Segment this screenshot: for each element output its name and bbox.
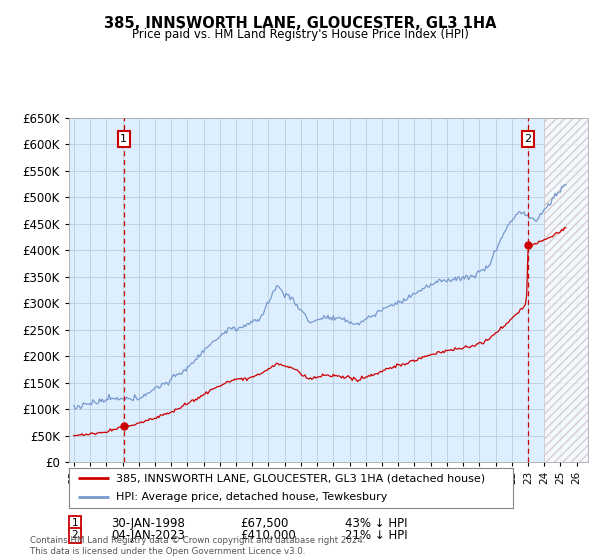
- Text: Price paid vs. HM Land Registry's House Price Index (HPI): Price paid vs. HM Land Registry's House …: [131, 28, 469, 41]
- Text: Contains HM Land Registry data © Crown copyright and database right 2024.
This d: Contains HM Land Registry data © Crown c…: [30, 536, 365, 556]
- Text: 1: 1: [121, 134, 127, 144]
- Text: 385, INNSWORTH LANE, GLOUCESTER, GL3 1HA: 385, INNSWORTH LANE, GLOUCESTER, GL3 1HA: [104, 16, 496, 31]
- Text: 2: 2: [71, 530, 79, 540]
- Text: 2: 2: [524, 134, 532, 144]
- Text: HPI: Average price, detached house, Tewkesbury: HPI: Average price, detached house, Tewk…: [116, 492, 387, 502]
- Text: 21% ↓ HPI: 21% ↓ HPI: [345, 529, 407, 542]
- Text: £67,500: £67,500: [240, 516, 289, 530]
- Text: 43% ↓ HPI: 43% ↓ HPI: [345, 516, 407, 530]
- Text: 385, INNSWORTH LANE, GLOUCESTER, GL3 1HA (detached house): 385, INNSWORTH LANE, GLOUCESTER, GL3 1HA…: [116, 473, 485, 483]
- Text: 1: 1: [71, 518, 79, 528]
- Text: £410,000: £410,000: [240, 529, 296, 542]
- Text: 30-JAN-1998: 30-JAN-1998: [111, 516, 185, 530]
- Bar: [544, 118, 593, 462]
- Text: 04-JAN-2023: 04-JAN-2023: [111, 529, 185, 542]
